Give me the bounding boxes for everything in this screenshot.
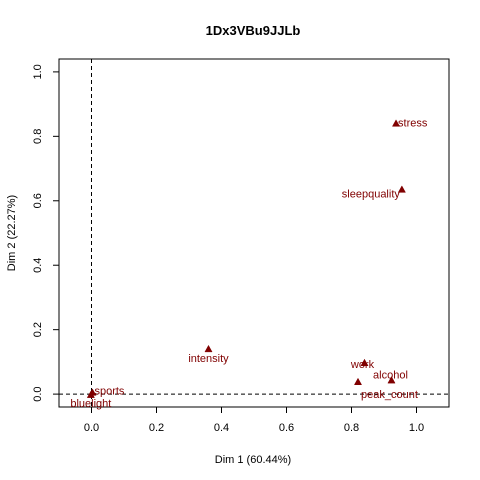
point-label-intensity: intensity [188,353,229,365]
point-label-peak_count: peak_count [361,389,418,401]
point-label-work: work [350,359,375,371]
point-marker-alcohol [387,376,396,384]
point-marker-sleepquality [397,185,406,193]
reference-lines [59,59,449,407]
y-axis-label: Dim 2 (22.27%) [6,195,18,271]
point-label-sports: sports [94,386,124,398]
x-tick-label: 0.4 [214,422,229,434]
point-marker-intensity [204,344,213,353]
point-label-bluelight: bluelight [70,398,111,410]
y-tick-label: 0.0 [32,386,44,401]
y-tick-label: 0.8 [32,129,44,144]
plot-frame [58,58,450,408]
y-tick-label: 1.0 [32,64,44,79]
point-marker-peak_count [353,377,363,385]
x-tick-label: 0.8 [344,422,359,434]
point-marker-bluelight [86,390,95,398]
x-axis-label: Dim 1 (60.44%) [215,454,291,466]
point-marker-stress [392,119,401,127]
x-axis: 0.0 0.2 0.4 0.6 0.8 1.0 [84,407,424,434]
chart-title: 1Dx3VBu9JJLb [206,23,301,38]
y-tick-label: 0.4 [32,258,44,273]
x-tick-label: 0.0 [84,422,99,434]
x-tick-label: 0.2 [149,422,164,434]
x-tick-label: 1.0 [409,422,424,434]
y-axis: 0.0 0.2 0.4 0.6 0.8 1.0 [32,64,59,402]
y-tick-label: 0.2 [32,322,44,337]
point-label-stress: stress [398,117,428,129]
y-tick-label: 0.6 [32,193,44,208]
point-label-sleepquality: sleepquality [342,189,401,201]
point-marker-work [360,358,369,366]
point-label-alcohol: alcohol [373,369,408,381]
x-tick-label: 0.6 [279,422,294,434]
